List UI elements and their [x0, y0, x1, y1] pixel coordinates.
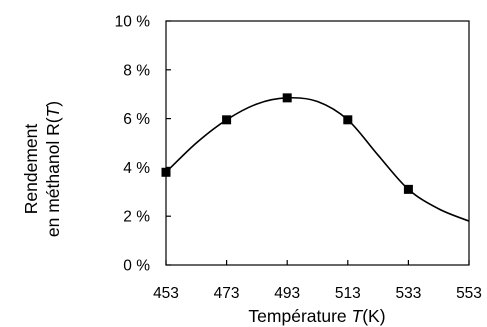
x-axis-label-unit: (K) [362, 306, 385, 326]
y-axis-label-variable: T [43, 105, 63, 117]
y-axis-label-line2-prefix: en méthanol R( [43, 117, 63, 237]
x-tick-label: 533 [395, 285, 421, 302]
y-axis-ticks [166, 20, 171, 266]
data-point-marker [222, 115, 232, 125]
data-point-marker [343, 115, 353, 125]
yield-data-markers [161, 93, 413, 194]
y-axis-label-line1: Rendement [21, 124, 41, 215]
x-axis-label: Température T(K) [248, 306, 385, 326]
data-point-marker [403, 184, 413, 194]
y-tick-label: 0 % [123, 258, 150, 275]
x-tick-label: 553 [456, 285, 482, 302]
data-point-marker [282, 93, 292, 103]
y-tick-label: 10 % [115, 14, 151, 31]
x-axis-label-variable: T [352, 306, 364, 326]
y-tick-label: 4 % [123, 160, 150, 177]
x-tick-label: 473 [214, 285, 240, 302]
y-axis-label-line2-suffix: ) [43, 101, 63, 107]
x-tick-label: 513 [335, 285, 361, 302]
x-tick-label: 453 [153, 285, 179, 302]
data-point-marker [161, 167, 171, 177]
y-axis-label-line2: en méthanol R(T) [43, 101, 63, 237]
y-axis-tick-labels: 0 % 2 % 4 % 6 % 8 % 10 % [115, 14, 151, 275]
x-axis-ticks [165, 260, 470, 265]
y-tick-label: 8 % [123, 62, 150, 79]
plot-frame [165, 20, 470, 266]
yield-curve-line [165, 96, 470, 222]
y-tick-label: 6 % [123, 111, 150, 128]
x-axis-label-prefix: Température [248, 306, 351, 326]
y-tick-label: 2 % [123, 209, 150, 226]
x-axis-tick-labels: 453 473 493 513 533 553 [153, 285, 482, 302]
x-tick-label: 493 [274, 285, 300, 302]
y-axis-label: Rendement en méthanol R(T) [21, 101, 63, 237]
